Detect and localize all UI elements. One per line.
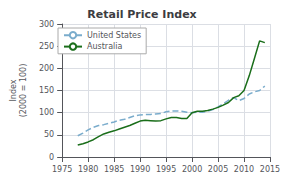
svg-text:50: 50 — [44, 130, 54, 139]
svg-text:1975: 1975 — [52, 165, 72, 174]
svg-text:250: 250 — [39, 42, 54, 51]
svg-text:Retail Price Index: Retail Price Index — [87, 8, 196, 21]
svg-text:2015: 2015 — [260, 165, 280, 174]
svg-text:Australia: Australia — [87, 42, 122, 51]
svg-text:200: 200 — [39, 64, 54, 73]
svg-text:2005: 2005 — [208, 165, 228, 174]
svg-text:300: 300 — [39, 20, 54, 29]
svg-text:1985: 1985 — [104, 165, 124, 174]
svg-text:2010: 2010 — [234, 165, 254, 174]
svg-text:1980: 1980 — [78, 165, 98, 174]
svg-text:1995: 1995 — [156, 165, 176, 174]
svg-text:0: 0 — [49, 153, 54, 162]
svg-text:United States: United States — [87, 31, 141, 40]
svg-text:(2000 = 100): (2000 = 100) — [19, 64, 28, 118]
svg-text:2000: 2000 — [182, 165, 202, 174]
svg-text:150: 150 — [39, 86, 54, 95]
svg-text:Index: Index — [9, 79, 18, 101]
svg-text:100: 100 — [39, 108, 54, 117]
svg-text:1990: 1990 — [130, 165, 150, 174]
